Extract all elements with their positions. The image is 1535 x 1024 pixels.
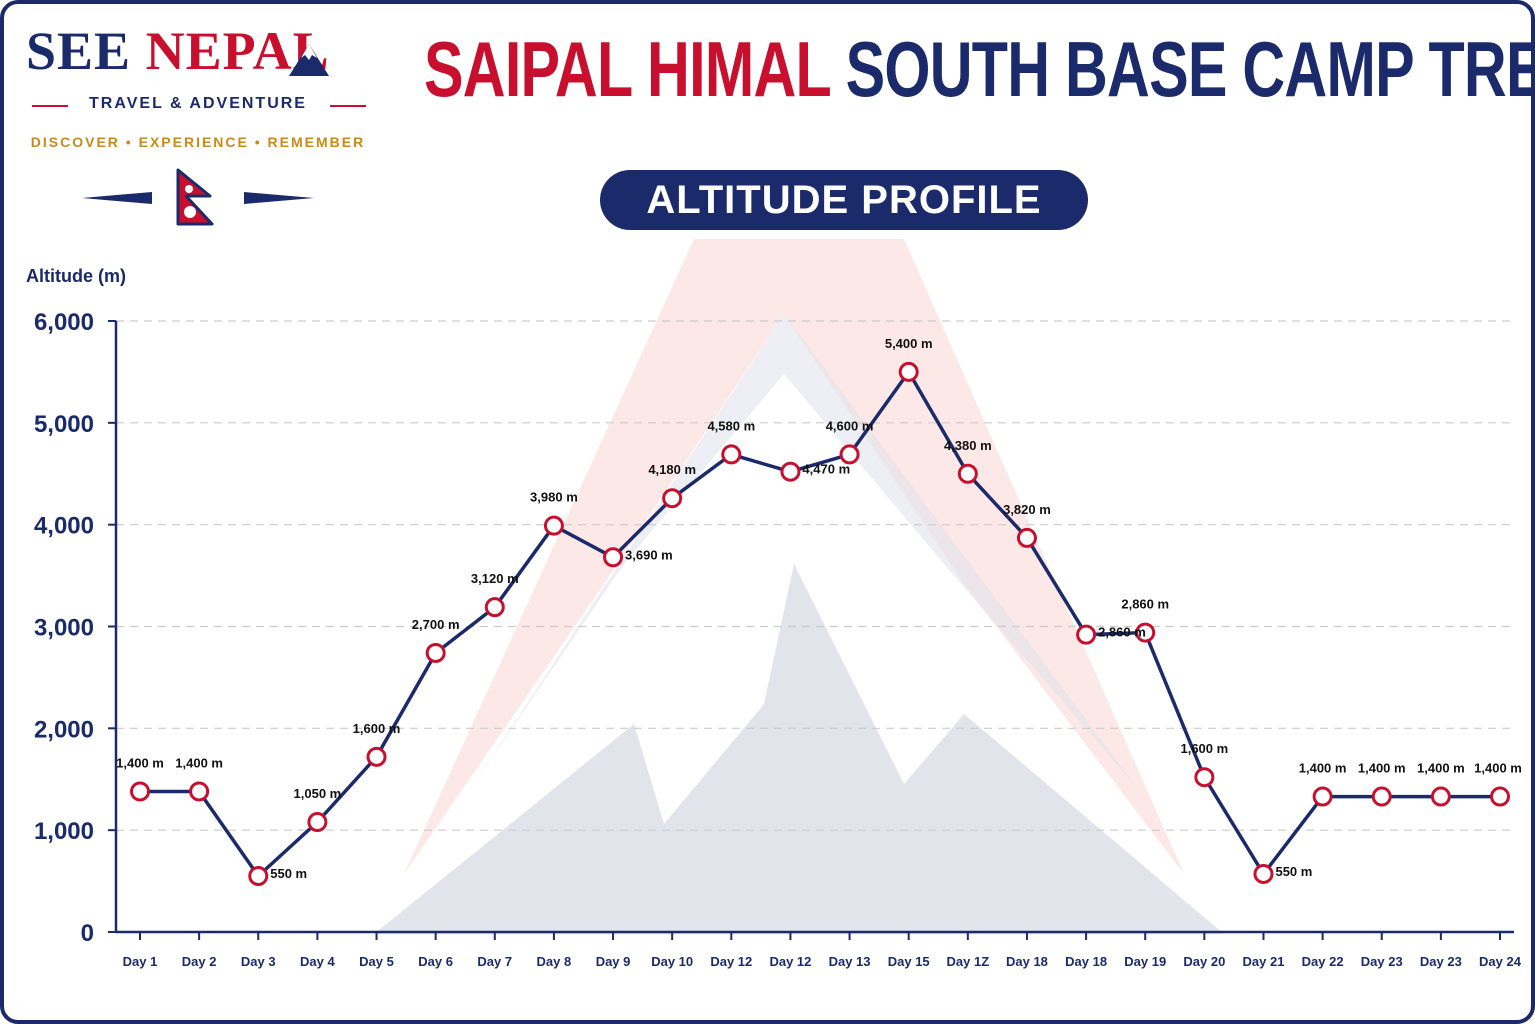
data-point (425, 642, 446, 663)
title-part2: SOUTH BASE CAMP TREK (845, 25, 1535, 113)
brand-logo: SEE NEPAL (26, 24, 330, 78)
brand-tagline: TRAVEL & ADVENTURE (89, 95, 307, 112)
subtitle-badge: ALTITUDE PROFILE (600, 170, 1088, 230)
mountain-watermark (374, 239, 1224, 934)
x-tick-label: Day 23 (1420, 954, 1462, 969)
x-tick-label: Day 13 (829, 954, 871, 969)
data-label: 1,400 m (1417, 761, 1465, 776)
data-point (248, 865, 269, 886)
data-point (484, 597, 505, 618)
x-tick-label: Day 18 (1006, 954, 1048, 969)
data-label: 1,600 m (353, 721, 401, 736)
data-label: 550 m (270, 866, 307, 881)
tagline-left-bar (32, 105, 68, 107)
x-tick-label: Day 15 (888, 954, 930, 969)
data-label: 4,380 m (944, 438, 992, 453)
data-point (839, 444, 860, 465)
nepal-flag-icon (82, 168, 314, 226)
x-tick-label: Day 20 (1183, 954, 1225, 969)
data-label: 3,820 m (1003, 502, 1051, 517)
x-tick-label: Day 1 (123, 954, 158, 969)
data-point (1312, 786, 1333, 807)
data-label: 1,400 m (1358, 761, 1406, 776)
data-point (780, 461, 801, 482)
mountain-icon (289, 44, 329, 76)
x-tick-label: Day 23 (1361, 954, 1403, 969)
x-tick-label: Day 22 (1302, 954, 1344, 969)
data-point (1371, 786, 1392, 807)
data-label: 550 m (1275, 864, 1312, 879)
brand-motto: DISCOVER • EXPERIENCE • REMEMBER (30, 134, 366, 150)
y-tick-label: 2,000 (34, 716, 94, 743)
data-point (957, 463, 978, 484)
data-point (130, 781, 150, 802)
y-tick-label: 3,000 (34, 615, 94, 642)
data-point (1135, 622, 1156, 643)
x-tick-label: Day 18 (1065, 954, 1107, 969)
data-label: 1,600 m (1180, 741, 1228, 756)
data-label: 5,400 m (885, 336, 933, 351)
data-point (662, 488, 683, 509)
data-point (307, 812, 328, 833)
data-label: 2,860 m (1098, 625, 1146, 640)
y-tick-label: 6,000 (34, 309, 94, 336)
y-tick-label: 4,000 (34, 513, 94, 540)
data-point (366, 746, 387, 767)
x-tick-label: Day 5 (359, 954, 394, 969)
data-label: 3,690 m (625, 547, 673, 562)
data-label: 1,400 m (116, 755, 164, 770)
data-point (1430, 786, 1451, 807)
data-point (603, 547, 624, 568)
x-tick-label: Day 9 (596, 954, 631, 969)
data-label: 2,700 m (412, 617, 460, 632)
data-point (1016, 527, 1037, 548)
y-tick-label: 0 (81, 920, 94, 947)
data-point (1194, 767, 1215, 788)
x-tick-label: Day 10 (651, 954, 693, 969)
x-tick-label: Day 2 (182, 954, 217, 969)
x-tick-label: Day 3 (241, 954, 276, 969)
x-tick-label: Day 6 (418, 954, 453, 969)
data-point (543, 515, 564, 536)
data-label: 4,600 m (826, 418, 874, 433)
y-tick-label: 5,000 (34, 411, 94, 438)
x-tick-label: Day 1Z (947, 954, 990, 969)
x-tick-label: Day 4 (300, 954, 335, 969)
data-point (1490, 786, 1510, 807)
x-tick-label: Day 24 (1479, 954, 1522, 969)
x-tick-label: Day 12 (710, 954, 752, 969)
x-tick-label: Day 12 (769, 954, 811, 969)
altitude-line (140, 370, 1500, 878)
data-point (1253, 863, 1274, 884)
altitude-chart: 0 1,000 2,000 3,000 4,000 5,000 6,000 1,400 m 1… (26, 239, 1522, 969)
data-point (898, 361, 919, 382)
data-label: 1,050 m (294, 786, 342, 801)
data-label: 4,580 m (707, 418, 755, 433)
x-tick-label: Day 19 (1124, 954, 1166, 969)
data-label: 3,120 m (471, 571, 519, 586)
data-label: 1,400 m (175, 755, 223, 770)
data-point (721, 444, 742, 465)
main-title: SAIPAL HIMAL SOUTH BASE CAMP TREK (424, 30, 1531, 108)
data-point (1076, 624, 1097, 645)
tagline-right-bar (330, 105, 366, 107)
data-label: 1,400 m (1299, 761, 1347, 776)
y-tick-label: 1,000 (34, 818, 94, 845)
data-label: 4,180 m (648, 462, 696, 477)
y-axis-label: Altitude (m) (26, 266, 126, 286)
data-label: 2,860 m (1121, 597, 1169, 612)
data-point (189, 781, 210, 802)
data-label: 1,400 m (1474, 761, 1522, 776)
data-label: 3,980 m (530, 490, 578, 505)
x-tick-label: Day 21 (1243, 954, 1285, 969)
x-tick-label: Day 7 (477, 954, 512, 969)
title-part1: SAIPAL HIMAL (424, 25, 831, 113)
data-label: 4,470 m (802, 462, 850, 477)
x-tick-label: Day 8 (537, 954, 572, 969)
brand-name-part1: SEE (26, 21, 132, 81)
